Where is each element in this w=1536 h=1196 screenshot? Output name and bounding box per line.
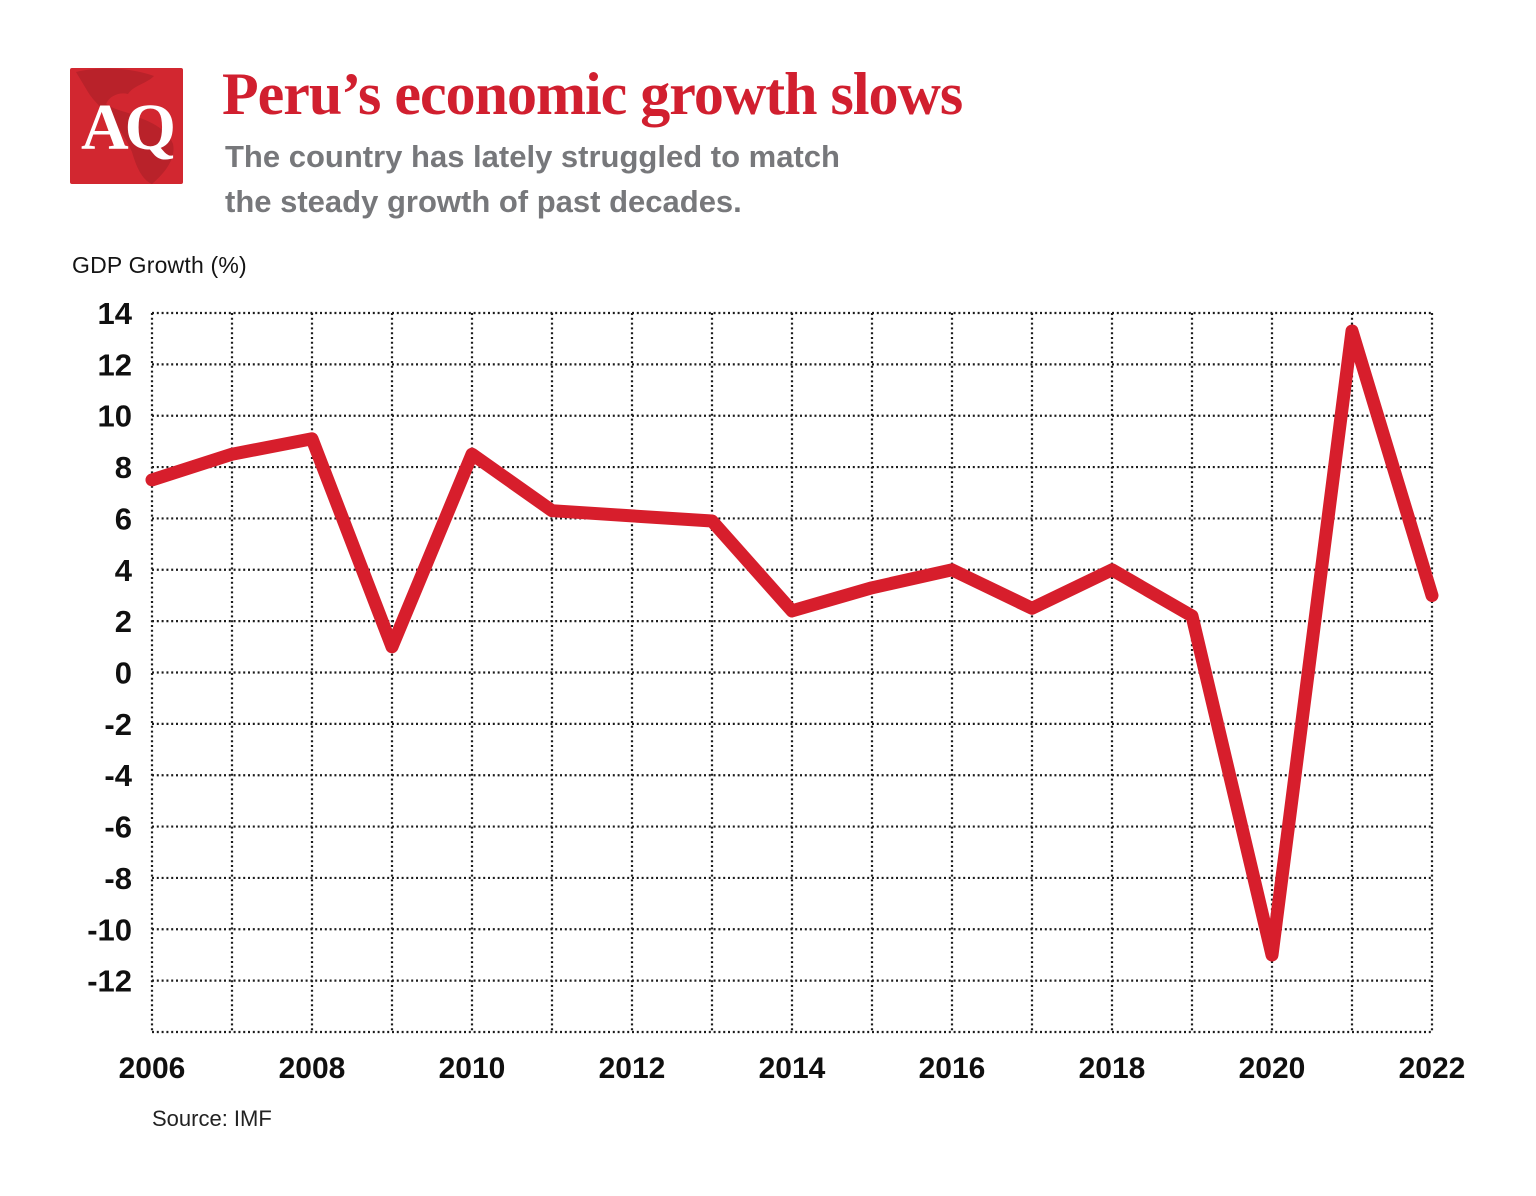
gdp-growth-series-line: [145, 324, 1439, 962]
x-tick-label: 2022: [1399, 1052, 1466, 1085]
y-tick-label: 14: [98, 296, 133, 331]
y-tick-label: -10: [87, 912, 132, 947]
y-tick-label: 10: [98, 399, 132, 434]
x-tick-label: 2014: [759, 1052, 826, 1085]
x-tick-label: 2012: [599, 1052, 666, 1085]
y-tick-label: -6: [104, 810, 132, 845]
chart-subtitle-line1: The country has lately struggled to matc…: [225, 139, 840, 174]
americas-map-icon: [76, 68, 174, 184]
x-tick-label: 2016: [919, 1052, 986, 1085]
x-tick-label: 2006: [119, 1052, 186, 1085]
y-tick-label: -8: [104, 861, 132, 896]
y-tick-label: 8: [115, 450, 132, 485]
aq-logo: AQ: [70, 68, 183, 184]
x-tick-label: 2008: [279, 1052, 346, 1085]
x-tick-label: 2018: [1079, 1052, 1146, 1085]
y-tick-label: -12: [87, 964, 132, 999]
chart-subtitle-line2: the steady growth of past decades.: [225, 184, 742, 219]
source-note: Source: IMF: [152, 1106, 272, 1131]
x-tick-label: 2010: [439, 1052, 506, 1085]
y-tick-label: 0: [115, 656, 132, 691]
aq-logo-text: AQ: [81, 91, 176, 164]
chart-title: Peru’s economic growth slows: [222, 61, 963, 127]
y-tick-label: 4: [115, 553, 133, 588]
y-tick-label: 2: [115, 604, 132, 639]
y-tick-label: 12: [98, 347, 132, 382]
chart-subtitle: The country has lately struggled to matc…: [225, 134, 840, 224]
americas-map-silhouette: [76, 68, 174, 184]
x-tick-label: 2020: [1239, 1052, 1306, 1085]
y-axis-title: GDP Growth (%): [72, 252, 247, 278]
y-tick-label: -2: [104, 707, 132, 742]
y-tick-label: 6: [115, 501, 132, 536]
y-tick-label: -4: [104, 758, 132, 793]
